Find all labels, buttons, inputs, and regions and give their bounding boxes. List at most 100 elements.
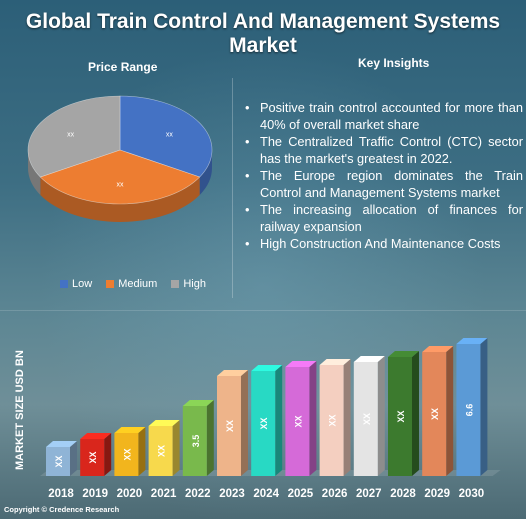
x-tick-label: 2024 [253,488,279,500]
bar-side [377,356,385,476]
bar-2020 [114,427,146,476]
pie-legend: Low Medium High [60,278,206,290]
bar-top [353,356,385,362]
bar-2024 [251,365,283,476]
insight-item: • High Construction And Maintenance Costs [245,235,523,252]
bar-top [217,370,248,376]
bar-front [319,365,344,476]
bar-top [319,359,351,365]
bar-side [343,359,351,476]
bar-2029 [422,346,454,476]
section-divider [0,310,526,311]
bar-2025 [285,361,317,476]
bar-side [275,365,283,476]
bar-front [456,344,481,476]
bar-front [251,371,276,476]
bar-top [285,361,317,367]
bar-front [80,439,105,476]
insight-item: • The increasing allocation of finances f… [245,201,523,235]
key-insights-heading: Key Insights [358,56,430,70]
bar-top [388,351,419,357]
bar-side [309,361,317,476]
insight-item: • Positive train control accounted for mo… [245,99,523,133]
legend-label: High [183,278,206,290]
pie-slice-side [28,150,41,195]
bar-value-label: XX [225,420,235,432]
bar-side [480,338,488,476]
bar-2018 [46,441,77,476]
bar-front [353,362,378,476]
price-range-heading: Price Range [88,60,158,74]
insight-item: • The Europe region dominates the Train C… [245,167,523,201]
bar-top [182,400,214,406]
bar-value-label: XX [88,451,98,463]
bar-side [70,441,77,476]
bar-2030 [456,338,488,476]
legend-item-medium: Medium [106,278,157,290]
bar-top [46,441,77,447]
x-tick-label: 2026 [322,488,348,500]
bar-2028 [388,351,419,476]
bar-2026 [319,359,351,476]
legend-swatch [60,280,68,288]
legend-item-low: Low [60,278,92,290]
x-tick-label: 2021 [151,488,177,500]
bar-2027 [353,356,385,476]
bar-side [172,420,180,476]
x-tick-label: 2019 [82,488,108,500]
bar-front [148,426,173,476]
market-size-bar-chart: XX 2018 XX 2019 XX 2020 XX 2021 3.5 2022 XX 2023 XX 2… [40,338,501,500]
price-range-pie-chart: xx xx xx [27,95,213,222]
x-tick-label: 2022 [185,488,211,500]
bar-front [285,367,310,476]
bar-top [422,346,454,352]
bar-value-label: XX [293,415,303,427]
legend-item-high: High [171,278,206,290]
bar-value-label: XX [54,455,64,467]
x-tick-label: 2023 [219,488,245,500]
pie-slice-medium [39,149,201,205]
insight-text: High Construction And Maintenance Costs [260,236,501,251]
x-tick-label: 2018 [48,488,74,500]
x-tick-label: 2027 [356,488,382,500]
legend-label: Medium [118,278,158,290]
bar-2022 [182,400,214,476]
bar-value-label: XX [328,414,338,426]
pie-slice-high [27,95,121,178]
pie-slice-side [199,150,212,195]
pie-slice-side [40,177,200,222]
bar-top [456,338,488,344]
bar-value-label: XX [362,413,372,425]
insight-text: The increasing allocation of finances fo… [260,202,523,234]
bar-side [241,370,248,476]
x-tick-label: 2025 [288,488,314,500]
bar-top [148,420,180,426]
bar-top [80,433,112,439]
legend-label: Low [72,278,93,290]
pie-data-label: xx [67,131,75,138]
insight-text: Positive train control accounted for mor… [260,100,523,132]
bullet-icon: • [245,134,250,149]
bullet-icon: • [245,202,250,217]
x-tick-label: 2028 [390,488,416,500]
bar-2023 [217,370,248,476]
bar-value-label: 6.6 [464,404,474,417]
legend-swatch [171,280,180,288]
bar-side [138,427,146,476]
bar-2019 [80,433,112,476]
bar-value-label: XX [396,410,406,422]
x-tick-label: 2029 [424,488,450,500]
insight-item: • The Centralized Traffic Control (CTC) s… [245,133,523,167]
bullet-icon: • [245,168,250,183]
legend-swatch [106,280,115,288]
bullet-icon: • [245,236,250,251]
insight-text: The Centralized Traffic Control (CTC) se… [260,134,523,166]
insight-text: The Europe region dominates the Train Co… [260,168,523,200]
bar-side [206,400,214,476]
bar-value-label: XX [157,445,167,457]
pie-data-label: xx [117,181,125,188]
bar-2021 [148,420,180,476]
x-tick-label: 2030 [459,488,485,500]
bar-value-label: XX [259,417,269,429]
bar-side [412,351,419,476]
